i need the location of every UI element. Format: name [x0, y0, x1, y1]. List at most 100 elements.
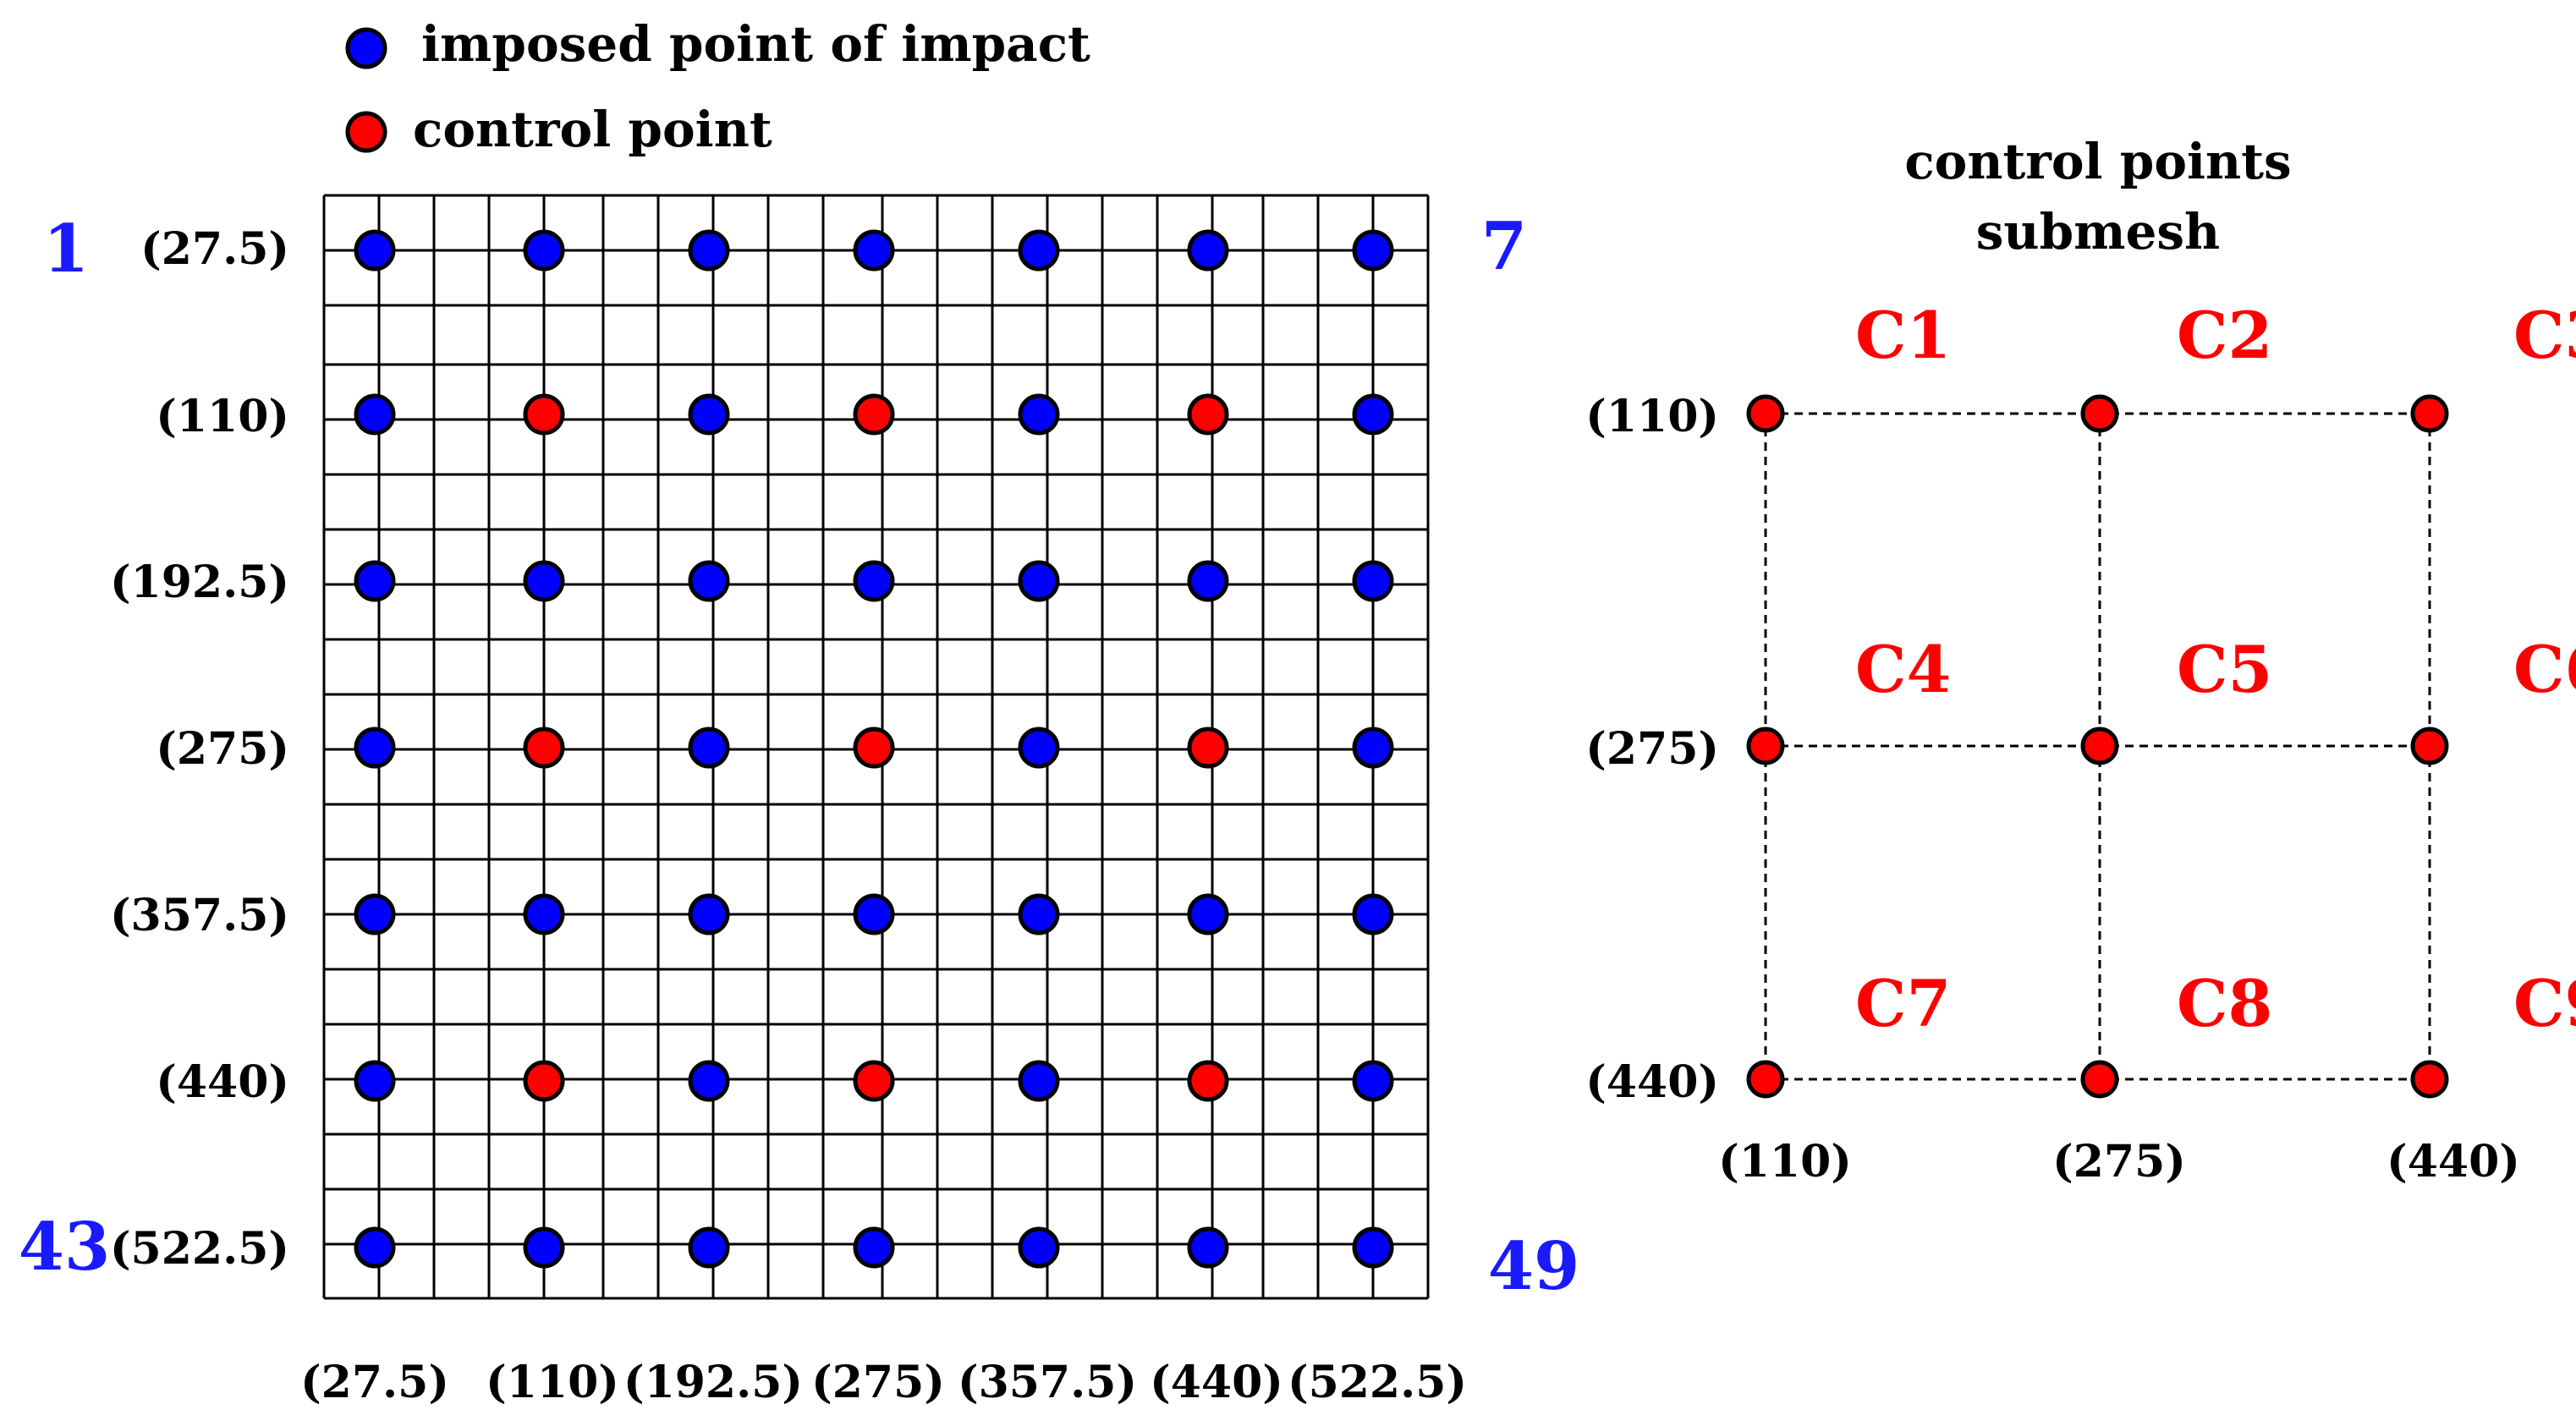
impact-point	[853, 893, 895, 935]
impact-point	[523, 560, 565, 602]
submesh-column-label: (440)	[2387, 1136, 2520, 1187]
control-point	[523, 393, 565, 436]
column-labels: (27.5) (110) (192.5) (275) (357.5) (440)…	[300, 1357, 1467, 1408]
submesh-name-c7: C7	[1855, 966, 1951, 1041]
row-label: (275)	[156, 723, 289, 775]
column-label: (522.5)	[1288, 1357, 1467, 1408]
grid-points	[354, 229, 1394, 1269]
impact-point	[1352, 1226, 1394, 1269]
impact-point	[1352, 1060, 1394, 1102]
submesh-title-line2: submesh	[1976, 203, 2220, 261]
submesh-name-c9: C9	[2513, 966, 2576, 1041]
impact-point	[354, 393, 396, 436]
impact-point	[1352, 393, 1394, 436]
submesh-point-c8	[2080, 1060, 2119, 1099]
impact-point	[853, 1226, 895, 1269]
row-label: (522.5)	[110, 1223, 289, 1275]
submesh-name-c3: C3	[2513, 298, 2576, 373]
corner-numbers: 1 7 43 49	[19, 208, 1580, 1305]
main-grid: (27.5) (110) (192.5) (275) (357.5) (440)…	[19, 194, 1580, 1408]
control-point	[1187, 1060, 1229, 1102]
impact-point	[354, 229, 396, 271]
submesh-point-c6	[2410, 727, 2449, 765]
submesh-row-label: (110)	[1585, 391, 1719, 442]
column-label: (27.5)	[300, 1357, 449, 1408]
control-point	[853, 393, 895, 436]
impact-point	[688, 893, 730, 935]
submesh-name-c5: C5	[2177, 632, 2272, 707]
submesh-points	[1746, 394, 2449, 1099]
submesh: control points submesh C1 C2 C3 C4 C5 C6…	[1585, 133, 2576, 1187]
submesh-row-labels: (110) (275) (440)	[1585, 391, 1719, 1108]
control-point	[1187, 393, 1229, 436]
row-label: (440)	[156, 1056, 289, 1108]
submesh-column-labels: (110) (275) (440)	[1718, 1136, 2520, 1187]
corner-number-bottom-left: 43	[19, 1209, 111, 1286]
submesh-column-label: (275)	[2052, 1136, 2186, 1187]
impact-point	[1352, 893, 1394, 935]
column-label: (440)	[1150, 1357, 1283, 1408]
submesh-title-line1: control points	[1904, 133, 2291, 190]
impact-point	[688, 1226, 730, 1269]
control-point	[853, 1060, 895, 1102]
impact-point	[1018, 1226, 1060, 1269]
impact-point	[523, 229, 565, 271]
impact-point	[688, 393, 730, 436]
control-point	[853, 727, 895, 769]
impact-point	[1018, 727, 1060, 769]
impact-point	[1352, 560, 1394, 602]
impact-point	[1018, 893, 1060, 935]
impact-point	[853, 560, 895, 602]
impact-point	[354, 727, 396, 769]
row-labels: (27.5) (110) (192.5) (275) (357.5) (440)…	[110, 223, 289, 1275]
impact-point	[688, 727, 730, 769]
impact-point	[1018, 229, 1060, 271]
submesh-point-c3	[2410, 394, 2449, 433]
impact-point	[1018, 560, 1060, 602]
corner-number-top-right: 7	[1481, 208, 1527, 285]
corner-number-top-left: 1	[43, 211, 89, 288]
impact-point	[354, 1226, 396, 1269]
row-label: (27.5)	[140, 223, 289, 275]
legend-control-marker	[345, 111, 387, 153]
legend-impact-label: imposed point of impact	[421, 15, 1090, 73]
impact-point	[523, 893, 565, 935]
submesh-name-c6: C6	[2513, 632, 2576, 707]
row-label: (357.5)	[110, 890, 289, 941]
row-label: (110)	[156, 391, 289, 442]
column-label: (357.5)	[958, 1357, 1137, 1408]
submesh-row-label: (440)	[1585, 1056, 1719, 1108]
impact-point	[354, 560, 396, 602]
legend-impact-marker	[345, 27, 387, 69]
column-label: (275)	[811, 1357, 945, 1408]
legend: imposed point of impact control point	[345, 15, 1090, 158]
impact-point	[1352, 727, 1394, 769]
submesh-name-c8: C8	[2177, 966, 2272, 1041]
impact-point	[688, 560, 730, 602]
impact-point	[1018, 1060, 1060, 1102]
impact-point	[354, 1060, 396, 1102]
submesh-name-c2: C2	[2177, 298, 2272, 373]
impact-point	[1352, 229, 1394, 271]
impact-point	[688, 229, 730, 271]
submesh-point-c2	[2080, 394, 2119, 433]
column-label: (110)	[486, 1357, 619, 1408]
submesh-name-c4: C4	[1855, 632, 1951, 707]
impact-point	[354, 893, 396, 935]
corner-number-bottom-right: 49	[1488, 1228, 1580, 1305]
control-point	[523, 1060, 565, 1102]
control-point	[1187, 727, 1229, 769]
submesh-point-c4	[1746, 727, 1785, 765]
submesh-point-names: C1 C2 C3 C4 C5 C6 C7 C8 C9	[1855, 298, 2576, 1041]
submesh-point-c1	[1746, 394, 1785, 433]
impact-point	[1187, 893, 1229, 935]
submesh-point-c5	[2080, 727, 2119, 765]
submesh-column-label: (110)	[1718, 1136, 1852, 1187]
submesh-point-c9	[2410, 1060, 2449, 1099]
impact-point	[1187, 229, 1229, 271]
column-label: (192.5)	[623, 1357, 803, 1408]
impact-point	[1187, 1226, 1229, 1269]
impact-point	[1187, 560, 1229, 602]
impact-point	[688, 1060, 730, 1102]
